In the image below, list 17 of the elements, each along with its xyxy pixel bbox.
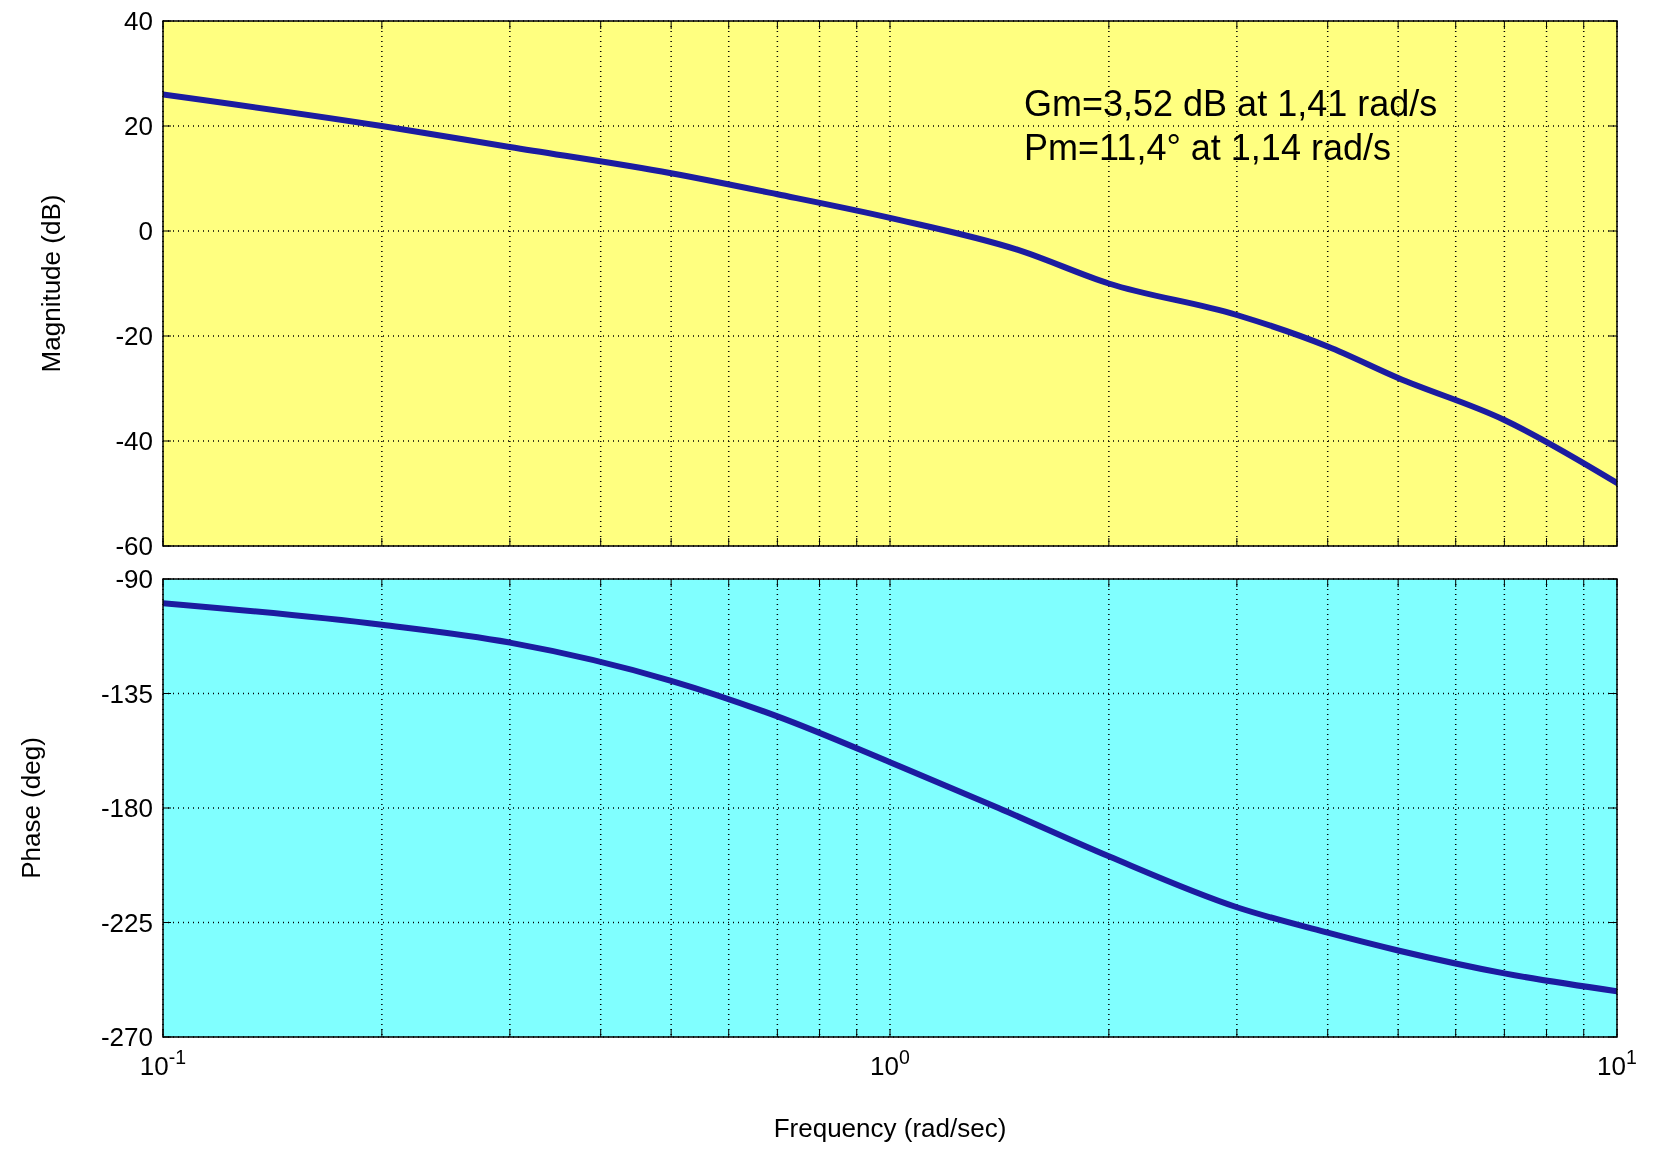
annotation: Gm=3,52 dB at 1,41 rad/s xyxy=(1024,83,1438,124)
y-tick-label: -60 xyxy=(115,531,153,561)
y-tick-label: 40 xyxy=(124,6,153,36)
y-tick-label: -20 xyxy=(115,321,153,351)
y-tick-label: -180 xyxy=(100,793,153,823)
x-axis-title: Frequency (rad/sec) xyxy=(773,1113,1007,1143)
x-tick-label: 10$^{0}$ xyxy=(870,1046,911,1081)
y-axis-title: Phase (deg) xyxy=(16,737,46,879)
annotation: Pm=11,4° at 1,14 rad/s xyxy=(1024,127,1391,168)
y-tick-label: -90 xyxy=(115,564,153,594)
y-tick-label: -40 xyxy=(115,426,153,456)
y-tick-label: -225 xyxy=(100,907,153,938)
y-tick-label: -135 xyxy=(100,678,153,709)
y-tick-label: 20 xyxy=(124,111,153,141)
y-axis-title: Magnitude (dB) xyxy=(36,194,66,373)
x-tick-label: 10$^{1}$ xyxy=(1597,1046,1637,1081)
y-tick-label: 0 xyxy=(138,216,153,246)
